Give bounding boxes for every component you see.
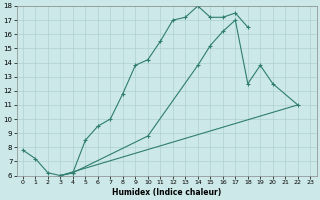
X-axis label: Humidex (Indice chaleur): Humidex (Indice chaleur) — [112, 188, 221, 197]
